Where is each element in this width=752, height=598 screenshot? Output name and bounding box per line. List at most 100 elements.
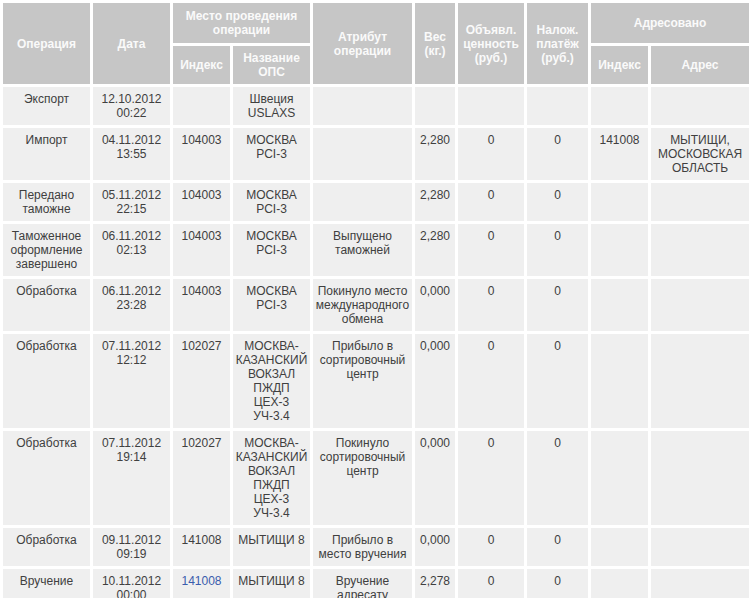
cell-addr-index bbox=[591, 224, 648, 276]
cell-weight: 2,280 bbox=[415, 183, 455, 221]
cell-attribute bbox=[313, 183, 412, 221]
cell-date: 06.11.2012 23:28 bbox=[93, 279, 170, 331]
cell-attribute: Прибыло в место вручения bbox=[313, 528, 412, 566]
cell-ops-name: МЫТИЩИ 8 bbox=[233, 528, 310, 566]
tracking-table: Операция Дата Место проведения операции … bbox=[0, 0, 752, 598]
cell-address bbox=[651, 528, 749, 566]
cell-cod: 0 bbox=[527, 128, 588, 180]
cell-date: 12.10.2012 00:22 bbox=[93, 87, 170, 125]
cell-place-index: 104003 bbox=[173, 183, 230, 221]
cell-operation: Обработка bbox=[3, 431, 90, 525]
cell-cod: 0 bbox=[527, 569, 588, 598]
cell-weight: 0,000 bbox=[415, 279, 455, 331]
header-weight: Вес (кг.) bbox=[415, 3, 455, 84]
cell-declared: 0 bbox=[458, 334, 524, 428]
cell-weight: 2,278 bbox=[415, 569, 455, 598]
tracking-page: Операция Дата Место проведения операции … bbox=[0, 0, 752, 598]
cell-operation: Вручение bbox=[3, 569, 90, 598]
cell-address: МЫТИЩИ, МОСКОВСКАЯ ОБЛАСТЬ bbox=[651, 128, 749, 180]
cell-addr-index: 141008 bbox=[591, 128, 648, 180]
header-cod: Налож. платёж (руб.) bbox=[527, 3, 588, 84]
cell-weight: 0,000 bbox=[415, 334, 455, 428]
cell-weight: 2,280 bbox=[415, 128, 455, 180]
table-row: Таможенное оформление завершено 06.11.20… bbox=[3, 224, 749, 276]
cell-attribute bbox=[313, 128, 412, 180]
cell-operation: Импорт bbox=[3, 128, 90, 180]
cell-place-index: 104003 bbox=[173, 128, 230, 180]
header-place-index: Индекс bbox=[173, 46, 230, 84]
cell-operation: Таможенное оформление завершено bbox=[3, 224, 90, 276]
cell-ops-name: МЫТИЩИ 8 bbox=[233, 569, 310, 598]
cell-operation: Обработка bbox=[3, 334, 90, 428]
table-row: Экспорт 12.10.2012 00:22 Швеция USLAXS bbox=[3, 87, 749, 125]
cell-addr-index bbox=[591, 87, 648, 125]
cell-address bbox=[651, 183, 749, 221]
cell-attribute: Вручение адресату bbox=[313, 569, 412, 598]
cell-declared: 0 bbox=[458, 279, 524, 331]
cell-attribute: Покинуло место международного обмена bbox=[313, 279, 412, 331]
cell-date: 04.11.2012 13:55 bbox=[93, 128, 170, 180]
cell-declared: 0 bbox=[458, 128, 524, 180]
cell-place-index: 102027 bbox=[173, 431, 230, 525]
cell-place-index: 104003 bbox=[173, 279, 230, 331]
cell-ops-name: МОСКВА PCI-3 bbox=[233, 183, 310, 221]
cell-addr-index bbox=[591, 431, 648, 525]
cell-declared: 0 bbox=[458, 431, 524, 525]
cell-attribute: Покинуло сортировочный центр bbox=[313, 431, 412, 525]
cell-ops-name: МОСКВА PCI-3 bbox=[233, 279, 310, 331]
cell-weight bbox=[415, 87, 455, 125]
table-row: Обработка 07.11.2012 19:14 102027 МОСКВА… bbox=[3, 431, 749, 525]
cell-address bbox=[651, 569, 749, 598]
cell-declared bbox=[458, 87, 524, 125]
cell-date: 06.11.2012 02:13 bbox=[93, 224, 170, 276]
cell-addr-index bbox=[591, 334, 648, 428]
cell-addr-index bbox=[591, 279, 648, 331]
header-addr-address: Адрес bbox=[651, 46, 749, 84]
cell-date: 09.11.2012 09:19 bbox=[93, 528, 170, 566]
cell-address bbox=[651, 279, 749, 331]
cell-addr-index bbox=[591, 528, 648, 566]
cell-operation: Передано таможне bbox=[3, 183, 90, 221]
cell-ops-name: МОСКВА PCI-3 bbox=[233, 224, 310, 276]
cell-operation: Экспорт bbox=[3, 87, 90, 125]
cell-ops-name: МОСКВА- КАЗАНСКИЙ ВОКЗАЛ ПЖДП ЦЕХ-3 УЧ-3… bbox=[233, 431, 310, 525]
header-attribute: Атрибут операции bbox=[313, 3, 412, 84]
header-place-name: Название ОПС bbox=[233, 46, 310, 84]
cell-weight: 0,000 bbox=[415, 431, 455, 525]
cell-address bbox=[651, 334, 749, 428]
cell-ops-name: МОСКВА- КАЗАНСКИЙ ВОКЗАЛ ПЖДП ЦЕХ-3 УЧ-3… bbox=[233, 334, 310, 428]
cell-cod bbox=[527, 87, 588, 125]
place-index-link[interactable]: 141008 bbox=[181, 574, 221, 588]
cell-place-index bbox=[173, 87, 230, 125]
header-declared-value: Объявл. ценность (руб.) bbox=[458, 3, 524, 84]
table-row: Обработка 09.11.2012 09:19 141008 МЫТИЩИ… bbox=[3, 528, 749, 566]
table-row: Обработка 06.11.2012 23:28 104003 МОСКВА… bbox=[3, 279, 749, 331]
cell-place-index: 141008 bbox=[173, 569, 230, 598]
header-addr-index: Индекс bbox=[591, 46, 648, 84]
cell-addr-index bbox=[591, 569, 648, 598]
cell-place-index: 102027 bbox=[173, 334, 230, 428]
cell-attribute bbox=[313, 87, 412, 125]
cell-operation: Обработка bbox=[3, 279, 90, 331]
cell-address bbox=[651, 224, 749, 276]
cell-attribute: Прибыло в сортировочный центр bbox=[313, 334, 412, 428]
header-addressed-group: Адресовано bbox=[591, 3, 749, 43]
table-row: Вручение 10.11.2012 00:00 141008 МЫТИЩИ … bbox=[3, 569, 749, 598]
cell-cod: 0 bbox=[527, 431, 588, 525]
cell-place-index: 104003 bbox=[173, 224, 230, 276]
cell-cod: 0 bbox=[527, 528, 588, 566]
table-header: Операция Дата Место проведения операции … bbox=[3, 3, 749, 84]
cell-ops-name: МОСКВА PCI-3 bbox=[233, 128, 310, 180]
cell-cod: 0 bbox=[527, 334, 588, 428]
table-row: Передано таможне 05.11.2012 22:15 104003… bbox=[3, 183, 749, 221]
cell-date: 07.11.2012 19:14 bbox=[93, 431, 170, 525]
cell-place-index: 141008 bbox=[173, 528, 230, 566]
cell-cod: 0 bbox=[527, 279, 588, 331]
cell-cod: 0 bbox=[527, 224, 588, 276]
cell-cod: 0 bbox=[527, 183, 588, 221]
cell-attribute: Выпущено таможней bbox=[313, 224, 412, 276]
cell-address bbox=[651, 431, 749, 525]
cell-date: 05.11.2012 22:15 bbox=[93, 183, 170, 221]
cell-declared: 0 bbox=[458, 569, 524, 598]
table-row: Импорт 04.11.2012 13:55 104003 МОСКВА PC… bbox=[3, 128, 749, 180]
